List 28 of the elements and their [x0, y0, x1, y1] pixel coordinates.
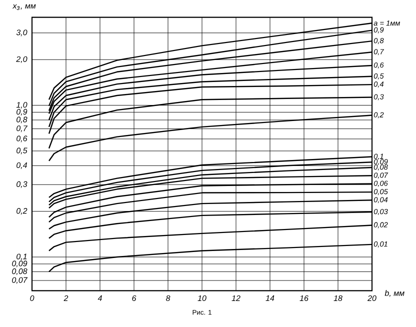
x-tick-label: 14: [266, 296, 274, 302]
y-tick-label: 0,8: [16, 116, 28, 124]
x-tick-label: 0: [30, 296, 34, 302]
y-tick-label: 0,07: [12, 277, 28, 284]
y-tick-label: 0,7: [16, 126, 28, 132]
y-tick-label: 0,2: [16, 208, 28, 215]
y-tick-label: 1,0: [16, 102, 28, 109]
y-tick-label: 0,4: [16, 162, 28, 170]
x-tick-label: 12: [232, 296, 240, 302]
y-tick-label: 0,09: [12, 260, 28, 268]
x-tick-label: 16: [300, 296, 308, 302]
x-tick-label: 18: [334, 296, 342, 302]
x-tick-label: 2: [64, 296, 68, 302]
y-tick-label: 0,6: [16, 136, 28, 142]
x-tick-label: 4: [98, 296, 102, 302]
y-tick-label: 0,3: [16, 181, 28, 188]
x-axis-title: b, мм: [384, 290, 404, 298]
y-tick-label: 0,08: [12, 268, 28, 276]
y-tick-label: 0,5: [16, 148, 28, 154]
x-tick-label: 6: [132, 296, 136, 302]
y-tick-label: 3,0: [16, 30, 28, 36]
y-tick-label: 2,0: [16, 56, 28, 64]
x-tick-label: 20: [368, 296, 376, 302]
y-tick-label: 0,1: [16, 254, 27, 260]
y-axis-title: x$_{з}$, мм: [12, 4, 36, 10]
y-tick-label: 0,9: [16, 109, 28, 116]
x-tick-label: 8: [166, 296, 170, 302]
x-tick-label: 10: [198, 296, 206, 302]
